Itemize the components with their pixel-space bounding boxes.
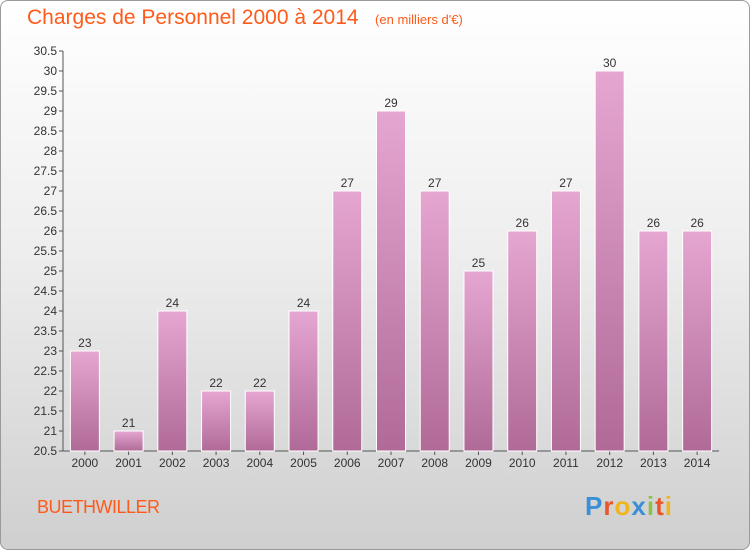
proxiti-logo-letter: t [655, 491, 665, 521]
bar-2006 [332, 190, 363, 452]
bar-2008 [419, 190, 450, 452]
y-tick-label: 21 [44, 424, 58, 438]
y-tick-label: 25 [44, 264, 58, 278]
y-tick-label: 29.5 [34, 84, 58, 98]
y-tick-label: 22.5 [34, 364, 58, 378]
value-label-2001: 21 [122, 416, 136, 430]
chart-title: Charges de Personnel 2000 à 2014 [27, 6, 359, 29]
x-tick-label-2013: 2013 [640, 456, 667, 470]
bar-2002 [157, 310, 188, 452]
value-label-2013: 26 [647, 216, 661, 230]
bar-2012 [594, 70, 625, 452]
y-tick-label: 28 [44, 144, 58, 158]
bar-2013 [638, 230, 669, 452]
x-tick-label-2004: 2004 [246, 456, 273, 470]
value-label-2011: 27 [559, 176, 573, 190]
bar-2003 [201, 390, 232, 452]
y-tick-label: 24 [44, 304, 58, 318]
value-label-2000: 23 [78, 336, 92, 350]
x-tick-label-2001: 2001 [115, 456, 142, 470]
bar-2004 [244, 390, 275, 452]
x-tick-label-2008: 2008 [421, 456, 448, 470]
x-tick-label-2002: 2002 [159, 456, 186, 470]
value-label-2007: 29 [384, 96, 398, 110]
y-tick-label: 25.5 [34, 244, 58, 258]
x-tick-label-2006: 2006 [334, 456, 361, 470]
proxiti-logo-letter: r [603, 491, 615, 521]
x-tick-label-2010: 2010 [509, 456, 536, 470]
x-tick-label-2000: 2000 [72, 456, 99, 470]
y-tick-label: 26 [44, 224, 58, 238]
y-tick-label: 23 [44, 344, 58, 358]
y-axis: 20.5 21 21.5 22 22.5 23 23.5 24 24.5 25 25.5 26 26.5… [34, 44, 64, 458]
x-tick-label-2005: 2005 [290, 456, 317, 470]
title-row: Charges de Personnel 2000 à 2014 (en mil… [27, 6, 463, 30]
chart-subtitle: (en milliers d'€) [375, 12, 463, 27]
y-tick-label: 23.5 [34, 324, 58, 338]
value-label-2009: 25 [472, 256, 486, 270]
proxiti-logo-letter: o [614, 491, 632, 521]
proxiti-logo-letter: i [646, 491, 656, 521]
value-label-2005: 24 [297, 296, 311, 310]
proxiti-logo-letter: i [664, 491, 673, 521]
proxiti-logo[interactable]: Proxiti [585, 491, 673, 522]
value-label-2006: 27 [341, 176, 355, 190]
x-tick-label-2007: 2007 [378, 456, 405, 470]
value-labels: 23 21 24 22 22 24 27 29 27 25 26 27 30 26 26 [78, 56, 704, 430]
x-tick-label-2012: 2012 [596, 456, 623, 470]
y-tick-label: 21.5 [34, 404, 58, 418]
x-tick-label-2011: 2011 [553, 456, 579, 470]
bar-2011 [550, 190, 581, 452]
y-tick-label: 27 [44, 184, 58, 198]
value-label-2003: 22 [209, 376, 223, 390]
bar-2010 [507, 230, 538, 452]
bars [69, 70, 713, 452]
value-label-2012: 30 [603, 56, 617, 70]
y-tick-label: 30 [44, 64, 58, 78]
x-axis: 2000 2001 2002 2003 2004 2005 2006 2007 2008 2009… [63, 450, 719, 470]
x-tick-label-2003: 2003 [203, 456, 230, 470]
y-tick-label: 22 [44, 384, 58, 398]
bar-2014 [682, 230, 713, 452]
x-tick-label-2014: 2014 [684, 456, 711, 470]
proxiti-logo-letter: x [631, 491, 647, 521]
value-label-2004: 22 [253, 376, 267, 390]
y-tick-label: 26.5 [34, 204, 58, 218]
y-tick-label: 30.5 [34, 44, 58, 58]
y-tick-label: 28.5 [34, 124, 58, 138]
value-label-2002: 24 [166, 296, 180, 310]
value-label-2008: 27 [428, 176, 442, 190]
y-tick-label: 24.5 [34, 284, 58, 298]
bar-2000 [69, 350, 100, 452]
y-tick-label: 27.5 [34, 164, 58, 178]
bar-2001 [113, 430, 144, 452]
value-label-2014: 26 [690, 216, 704, 230]
bar-2009 [463, 270, 494, 452]
bar-2005 [288, 310, 319, 452]
y-tick-label: 29 [44, 104, 58, 118]
proxiti-logo-letter: P [585, 491, 604, 521]
value-label-2010: 26 [516, 216, 530, 230]
x-tick-label-2009: 2009 [465, 456, 492, 470]
bar-2007 [376, 110, 406, 452]
commune-name: BUETHWILLER [37, 497, 160, 517]
y-tick-label: 20.5 [34, 444, 58, 458]
